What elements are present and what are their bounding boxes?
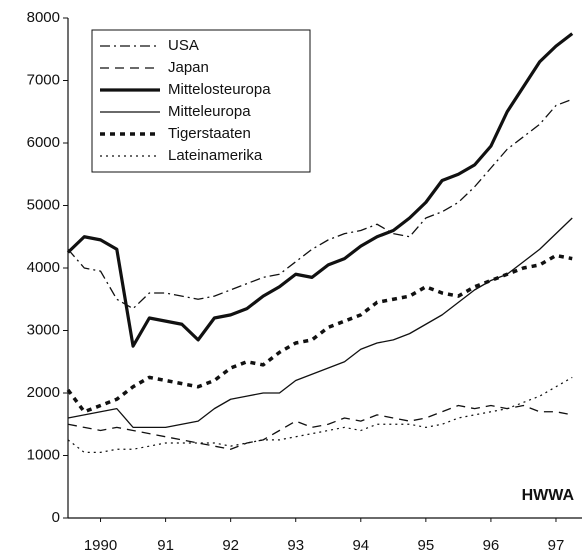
y-tick-label: 0	[52, 509, 60, 526]
y-tick-label: 8000	[27, 9, 60, 26]
x-tick-label: 92	[222, 537, 239, 554]
legend-label: USA	[168, 37, 199, 54]
x-tick-label: 91	[157, 537, 174, 554]
x-tick-label: 94	[352, 537, 369, 554]
y-tick-label: 1000	[27, 446, 60, 463]
y-tick-label: 4000	[27, 259, 60, 276]
series-line	[66, 32, 574, 348]
series-line	[67, 404, 573, 450]
x-tick-label: 95	[418, 537, 435, 554]
x-tick-label: 96	[483, 537, 500, 554]
x-tick-label: 97	[548, 537, 565, 554]
y-tick-label: 7000	[27, 71, 60, 88]
y-tick-label: 6000	[27, 134, 60, 151]
series-line	[67, 217, 573, 429]
legend-label: Japan	[168, 59, 209, 76]
series-line	[67, 376, 573, 453]
y-tick-label: 2000	[27, 384, 60, 401]
y-tick-label: 3000	[27, 321, 60, 338]
legend-label: Mitteleuropa	[168, 103, 251, 120]
annotation: HWWA	[522, 487, 575, 504]
series-line	[66, 253, 573, 414]
series-line	[67, 98, 573, 310]
legend-label: Tigerstaaten	[168, 125, 251, 142]
x-tick-label: 93	[287, 537, 304, 554]
x-tick-label: 1990	[84, 537, 117, 554]
y-tick-label: 5000	[27, 196, 60, 213]
legend-box	[91, 29, 311, 173]
legend-label: Mittelosteuropa	[168, 81, 271, 98]
legend-label: Lateinamerika	[168, 147, 263, 164]
